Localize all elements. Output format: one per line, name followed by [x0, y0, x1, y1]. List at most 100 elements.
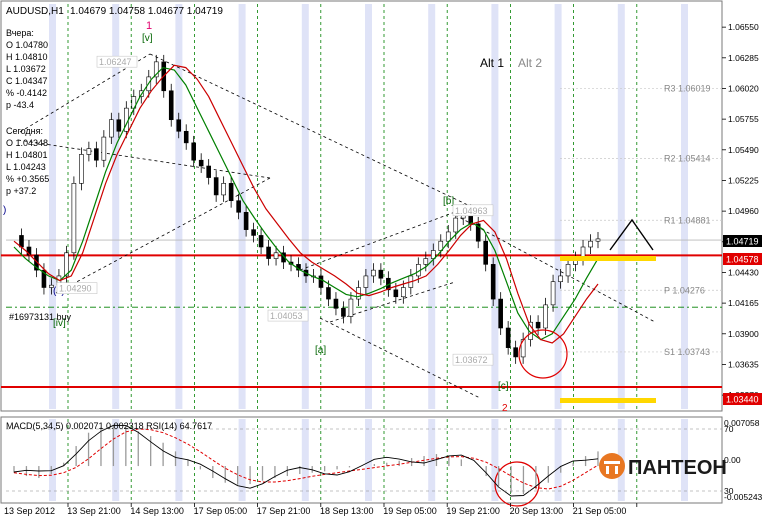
candle-body	[221, 183, 226, 196]
session-band	[428, 4, 436, 409]
candle-body	[333, 298, 339, 309]
price-tag-box	[96, 55, 138, 68]
info-today-line: p +37.2	[6, 186, 36, 196]
y-tick-label: 1.04960	[728, 206, 759, 216]
info-today-line: H 1.04801	[6, 150, 48, 160]
session-band	[365, 419, 372, 501]
candle-body	[505, 327, 511, 348]
candle-body	[326, 287, 331, 300]
candle-body	[588, 240, 593, 248]
candle-body	[34, 254, 39, 271]
candle-body	[430, 250, 436, 259]
candle-body	[565, 264, 571, 277]
ma-fast-line	[13, 64, 599, 344]
panteon-logo: ПАНТЕОН	[599, 453, 727, 479]
svg-text:1.03440: 1.03440	[726, 395, 759, 405]
info-today-line: % +0.3565	[6, 174, 49, 184]
session-band	[112, 4, 120, 409]
info-today-line: Сегодня:	[6, 126, 43, 136]
candle-body	[86, 148, 92, 155]
price-tags: 1.06247 1.04290 1.04053 1.04963 1.03672	[56, 55, 494, 366]
candle-body	[41, 269, 47, 288]
support-zone	[560, 398, 656, 403]
price-tag-box	[267, 309, 309, 322]
resistance-zone	[560, 256, 656, 261]
session-band	[617, 4, 625, 409]
info-yesterday-line: L 1.03672	[6, 64, 46, 74]
ohlc-readout: 1.04679 1.04758 1.04677 1.04719	[70, 6, 223, 17]
candle-body	[101, 136, 107, 161]
session-bands	[49, 4, 688, 501]
candle-body	[64, 252, 69, 277]
info-yesterday-line: C 1.04347	[6, 76, 48, 86]
candle-body	[550, 281, 556, 306]
alt1-label: Alt 1	[480, 56, 504, 70]
y-tick-label: 1.04430	[728, 267, 759, 277]
channel-line	[55, 177, 271, 294]
svg-text:1.04578: 1.04578	[726, 255, 759, 265]
candle-body	[49, 284, 54, 288]
y-tick-label: 1.03900	[728, 329, 759, 339]
info-yesterday-line: p -43.4	[6, 100, 34, 110]
x-tick-label: 19 Sep 21:00	[446, 506, 500, 516]
candle-body	[228, 183, 234, 202]
session-band	[238, 419, 246, 501]
candle-body	[513, 347, 518, 358]
candle-body	[393, 289, 399, 298]
wave-label-b: [b]	[443, 196, 454, 207]
price-tag-box	[452, 204, 494, 217]
session-band	[491, 419, 499, 501]
forecast-path	[609, 218, 654, 251]
wave-label-v: [v]	[142, 33, 153, 44]
pivot-level-label: R1 1.04881	[664, 215, 711, 225]
candle-body	[445, 231, 451, 242]
session-band	[175, 4, 183, 409]
x-tick-label: 17 Sep 21:00	[257, 506, 311, 516]
candle-body	[168, 90, 174, 121]
y-tick-label: 1.06550	[728, 22, 759, 32]
rsi-line	[13, 424, 599, 497]
candle-body	[236, 200, 241, 213]
vertical-grid	[67, 4, 638, 501]
info-today-line: L 1.04243	[6, 162, 46, 172]
session-band	[365, 4, 372, 409]
pivot-level-label: P 1.04276	[664, 285, 705, 295]
y-tick-label: 1.06285	[728, 53, 759, 63]
y-tick-label: 1.05755	[728, 114, 759, 124]
pivot-level-label: R3 1.06019	[664, 84, 711, 94]
x-tick-label: 20 Sep 13:00	[510, 506, 564, 516]
candle-body	[453, 217, 459, 233]
price-axis: 1.06550 1.06285 1.06020 1.05755 1.05490 1.052…	[722, 22, 759, 400]
price-tag-text: 1.04963	[455, 206, 488, 216]
pivot-level-label: R2 1.05414	[664, 154, 711, 164]
session-band	[49, 4, 56, 409]
candle-body	[94, 148, 99, 161]
candle-body	[483, 240, 488, 265]
session-band	[428, 419, 436, 501]
x-tick-label: 17 Sep 05:00	[194, 506, 248, 516]
candle-body	[363, 275, 369, 288]
session-band	[238, 4, 246, 409]
indicator-tick-label: -0.005243	[724, 492, 763, 502]
y-tick-label: 1.04165	[728, 298, 759, 308]
pivot-level-labels: R3 1.06019 R2 1.05414 R1 1.04881 P 1.04276 S…	[664, 84, 711, 357]
y-tick-label: 1.03635	[728, 359, 759, 369]
moving-averages	[13, 64, 599, 344]
candle-body	[26, 246, 32, 256]
ma-slow-line	[13, 66, 599, 341]
candle-body	[183, 130, 189, 144]
candle-body	[543, 304, 548, 329]
candle-body	[176, 119, 182, 132]
candle-body	[198, 159, 204, 167]
red-line-price-tag: 1.04578	[723, 253, 762, 265]
info-yesterday-line: H 1.04810	[6, 52, 48, 62]
session-band	[112, 419, 120, 501]
candle-body	[19, 235, 24, 248]
session-band	[681, 419, 688, 501]
x-tick-label: 14 Sep 13:00	[130, 506, 184, 516]
wave-label-b-left: )	[3, 205, 6, 216]
indicator-tick-label: 0.00	[724, 455, 741, 465]
candle-body	[153, 61, 159, 78]
